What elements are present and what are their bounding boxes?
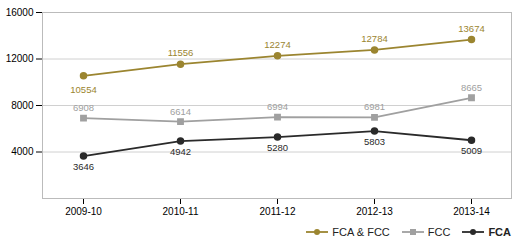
svg-text:12000: 12000 — [6, 53, 34, 64]
svg-text:5009: 5009 — [461, 145, 482, 156]
svg-text:8665: 8665 — [461, 82, 482, 93]
svg-text:4000: 4000 — [11, 146, 34, 157]
svg-text:4942: 4942 — [170, 146, 191, 157]
svg-text:3646: 3646 — [73, 161, 94, 172]
svg-text:6614: 6614 — [170, 106, 191, 117]
svg-text:6908: 6908 — [73, 102, 94, 113]
svg-text:12784: 12784 — [361, 33, 387, 44]
svg-text:2010-11: 2010-11 — [163, 206, 199, 217]
svg-text:2013-14: 2013-14 — [453, 206, 490, 217]
svg-text:8000: 8000 — [11, 100, 34, 111]
svg-text:6981: 6981 — [364, 101, 385, 112]
svg-text:10554: 10554 — [70, 84, 96, 95]
svg-text:2011-12: 2011-12 — [260, 206, 296, 217]
svg-text:6994: 6994 — [267, 101, 288, 112]
svg-text:13674: 13674 — [458, 23, 484, 34]
svg-text:11556: 11556 — [168, 47, 194, 58]
svg-text:2012-13: 2012-13 — [356, 206, 393, 217]
svg-text:16000: 16000 — [6, 7, 34, 18]
html-text:FCA & FCC: FCA & FCC — [332, 226, 390, 238]
svg-text:5280: 5280 — [267, 142, 288, 153]
svg-text:2009-10: 2009-10 — [65, 206, 102, 217]
svg-text:5803: 5803 — [364, 136, 385, 147]
svg-text:12274: 12274 — [264, 39, 290, 50]
html-text:FCC: FCC — [427, 226, 451, 238]
html-text:FCA: FCA — [488, 226, 511, 238]
